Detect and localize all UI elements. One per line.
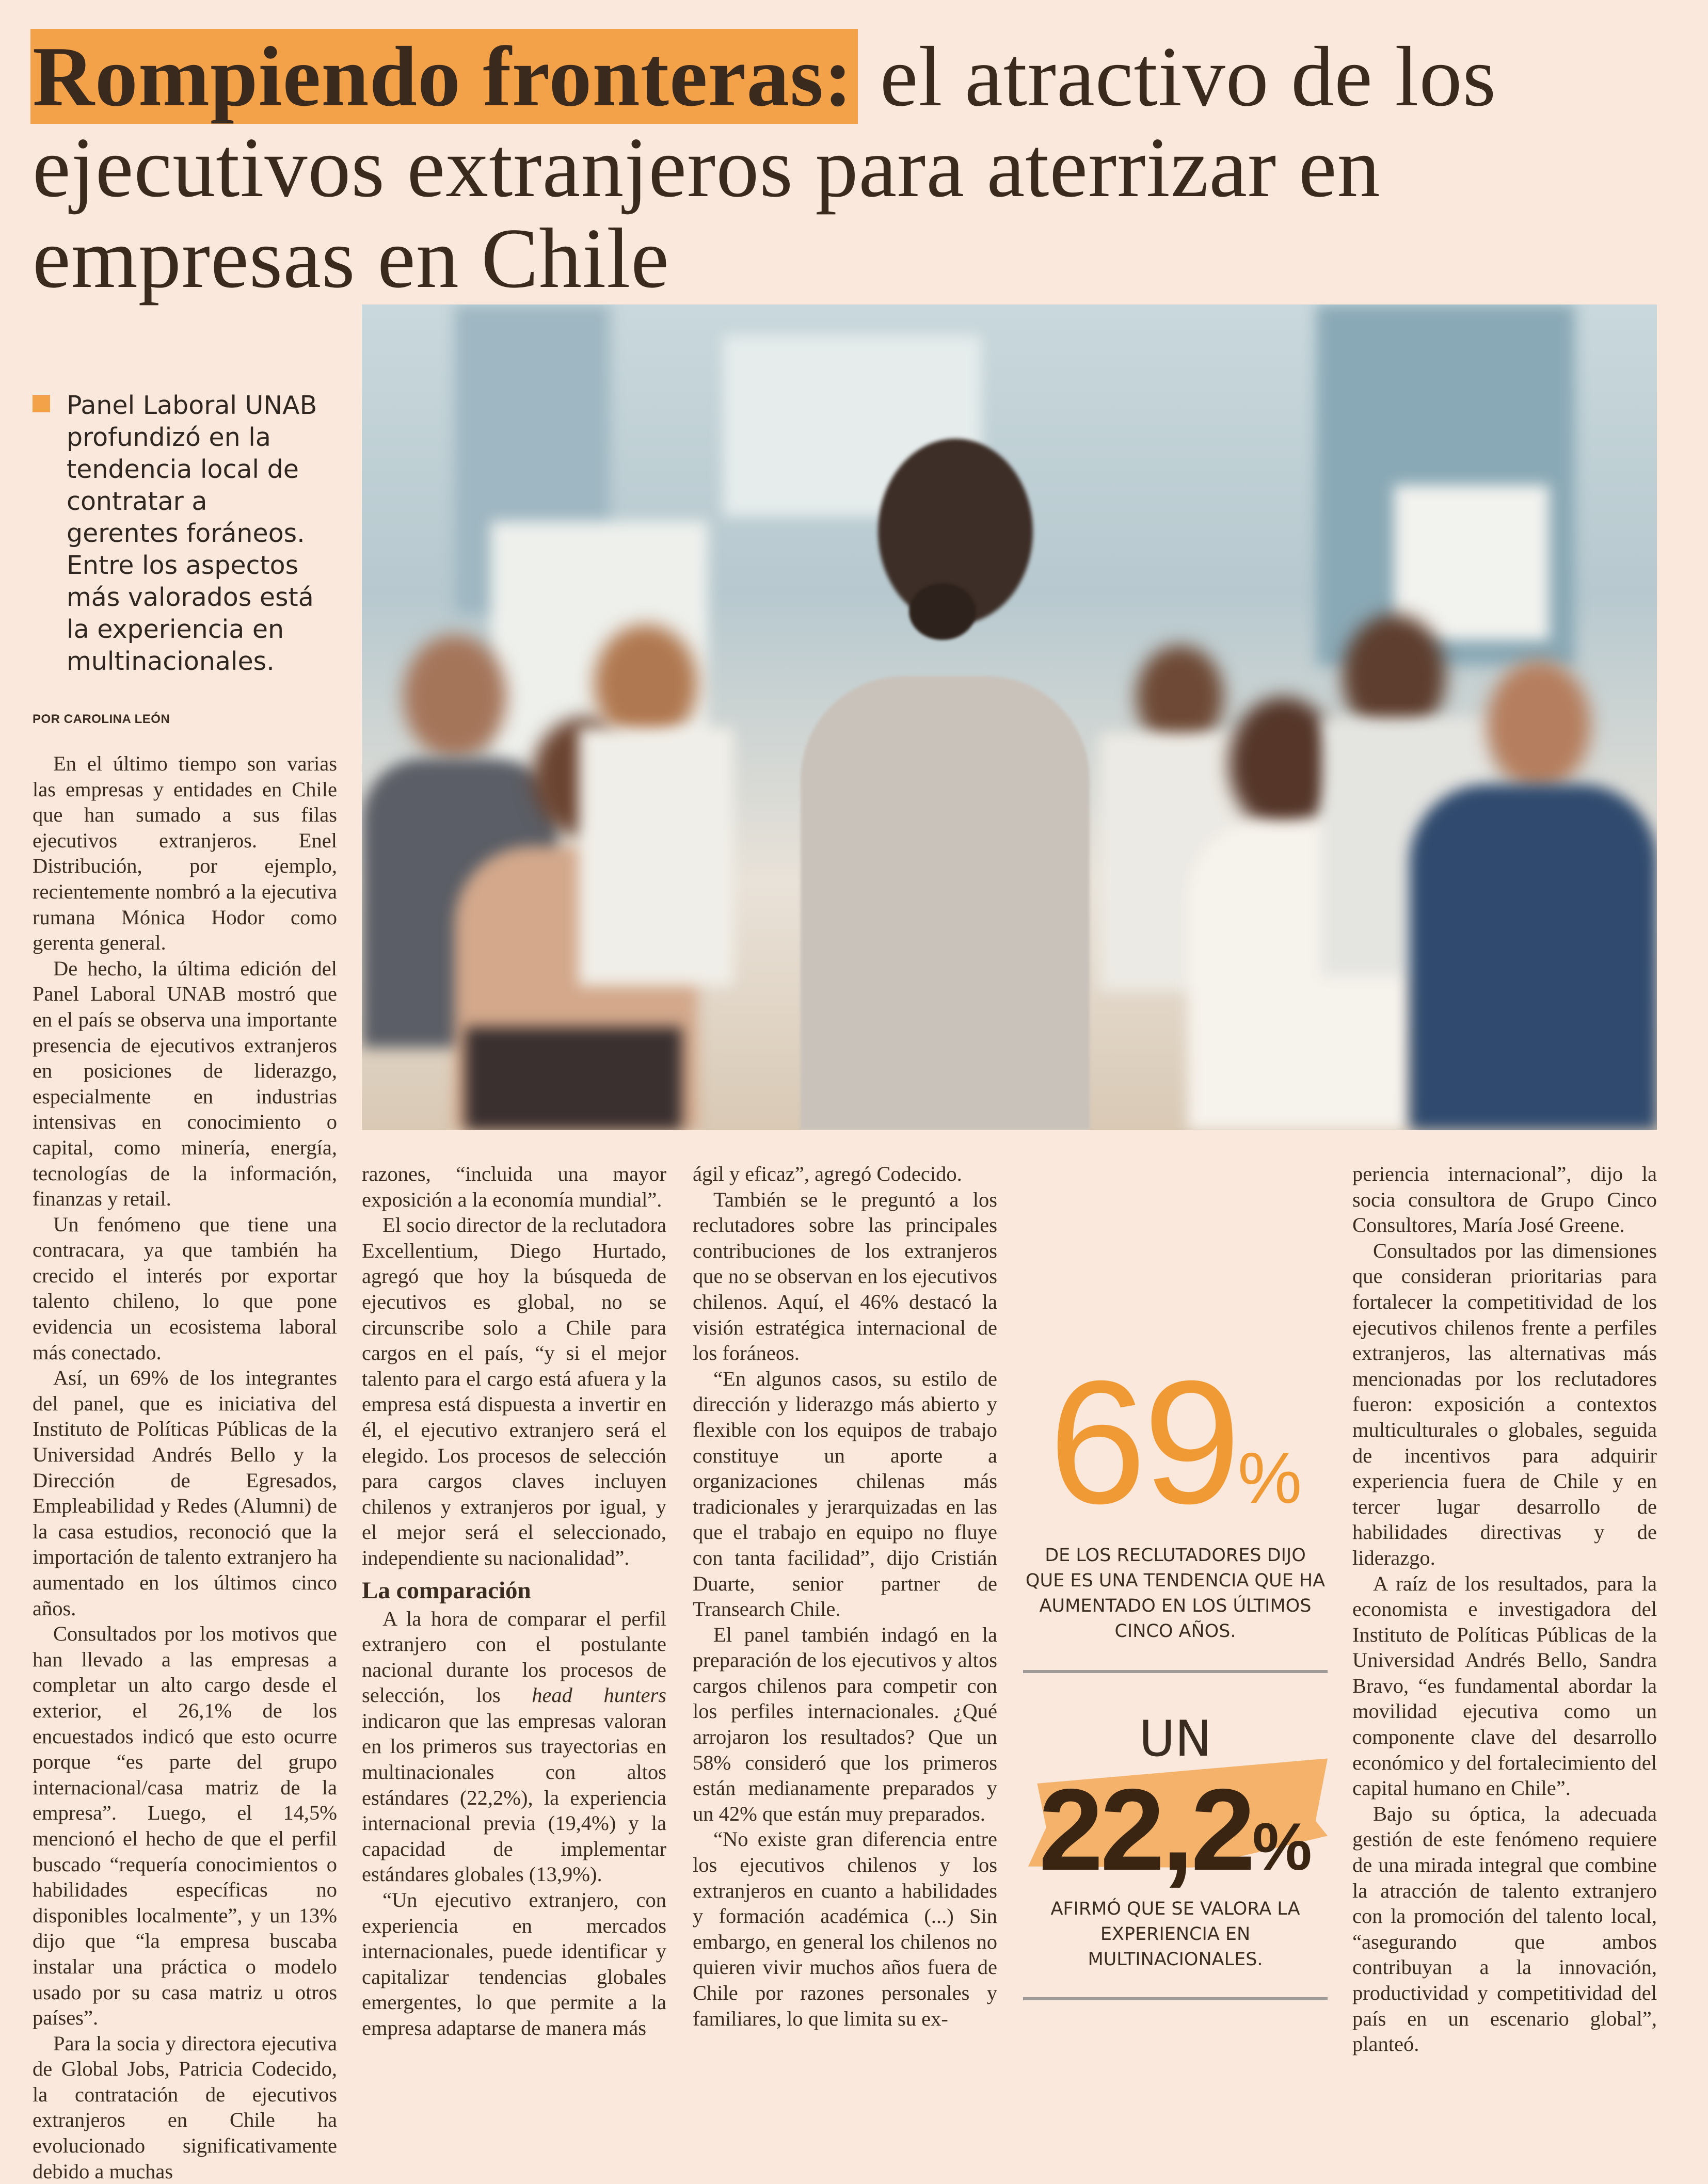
stat-22-number: 22,2% — [1023, 1770, 1328, 1889]
paragraph: razones, “incluida una mayor exposición … — [362, 1162, 666, 1211]
stat-22-caption: Afirmó que se valora la experiencia en m… — [1050, 1899, 1300, 1970]
paragraph: Así, un 69% de los integrantes del panel… — [33, 1366, 337, 1620]
paragraph-text: A la hora de comparar el perfil extranje… — [362, 1607, 666, 1707]
paragraph-italic: head hunters — [532, 1683, 666, 1707]
subhead: La comparación — [362, 1577, 531, 1604]
paragraph-text: indicaron que las empresas valoran en lo… — [362, 1709, 666, 1886]
headline: Rompiendo fronteras: el atractivo de los… — [30, 29, 1658, 306]
column-1: En el último tiempo son varias las empre… — [33, 751, 337, 2184]
headline-highlight: Rompiendo fronteras: — [30, 29, 858, 124]
byline: POR CAROLINA LEÓN — [33, 712, 170, 726]
column-2: razones, “incluida una mayor exposición … — [362, 1161, 666, 2041]
paragraph: Bajo su óptica, la adecuada gestión de e… — [1352, 1802, 1657, 2056]
bullet-square-icon — [33, 395, 50, 412]
paragraph: A raíz de los resultados, para la econom… — [1352, 1571, 1657, 1800]
paragraph: También se le preguntó a los reclutadore… — [693, 1187, 997, 1365]
divider — [1023, 1997, 1328, 2000]
paragraph: “Un ejecutivo extranjero, con experienci… — [362, 1888, 666, 2040]
paragraph: Un fenómeno que tiene una contracara, ya… — [33, 1212, 337, 1364]
stat-percent: % — [1237, 1437, 1302, 1518]
standfirst: Panel Laboral UNAB profundizó en la tend… — [33, 390, 322, 678]
stat-69-number: 69% — [1023, 1352, 1328, 1533]
stat-69-caption: De los reclutadores dijo que es una tend… — [1025, 1545, 1326, 1642]
paragraph: Consultados por los motivos que han llev… — [33, 1622, 337, 2030]
paragraph: periencia internacional”, dijo la socia … — [1352, 1162, 1657, 1237]
paragraph: El socio director de la reclutadora Exce… — [362, 1213, 666, 1569]
column-4: periencia internacional”, dijo la socia … — [1352, 1161, 1657, 2057]
paragraph: El panel también indagó en la preparació… — [693, 1623, 997, 1825]
stat-percent: % — [1252, 1809, 1312, 1884]
paragraph: A la hora de comparar el perfil extranje… — [362, 1606, 666, 1888]
headline-rest: el atractivo de los ejecutivos extranjer… — [33, 29, 1497, 306]
paragraph: En el último tiempo son varias las empre… — [33, 752, 337, 955]
paragraph: Para la socia y directora ejecutiva de G… — [33, 2031, 337, 2183]
paragraph: “En algunos casos, su estilo de direcció… — [693, 1367, 997, 1621]
presenter-photo — [362, 304, 1657, 1130]
stat-22-prefix: UN — [1139, 1711, 1212, 1768]
stat-number: 22,2 — [1039, 1764, 1255, 1894]
paragraph: Consultados por las dimensiones que cons… — [1352, 1239, 1657, 1569]
paragraph: “No existe gran diferencia entre los eje… — [693, 1827, 997, 2030]
column-3: ágil y eficaz”, agregó Codecido. También… — [693, 1161, 997, 2031]
paragraph: ágil y eficaz”, agregó Codecido. — [693, 1162, 962, 1185]
paragraph: De hecho, la última edición del Panel La… — [33, 956, 337, 1211]
divider — [1023, 1670, 1328, 1673]
stat-number: 69 — [1048, 1344, 1241, 1540]
standfirst-text: Panel Laboral UNAB profundizó en la tend… — [67, 391, 317, 676]
